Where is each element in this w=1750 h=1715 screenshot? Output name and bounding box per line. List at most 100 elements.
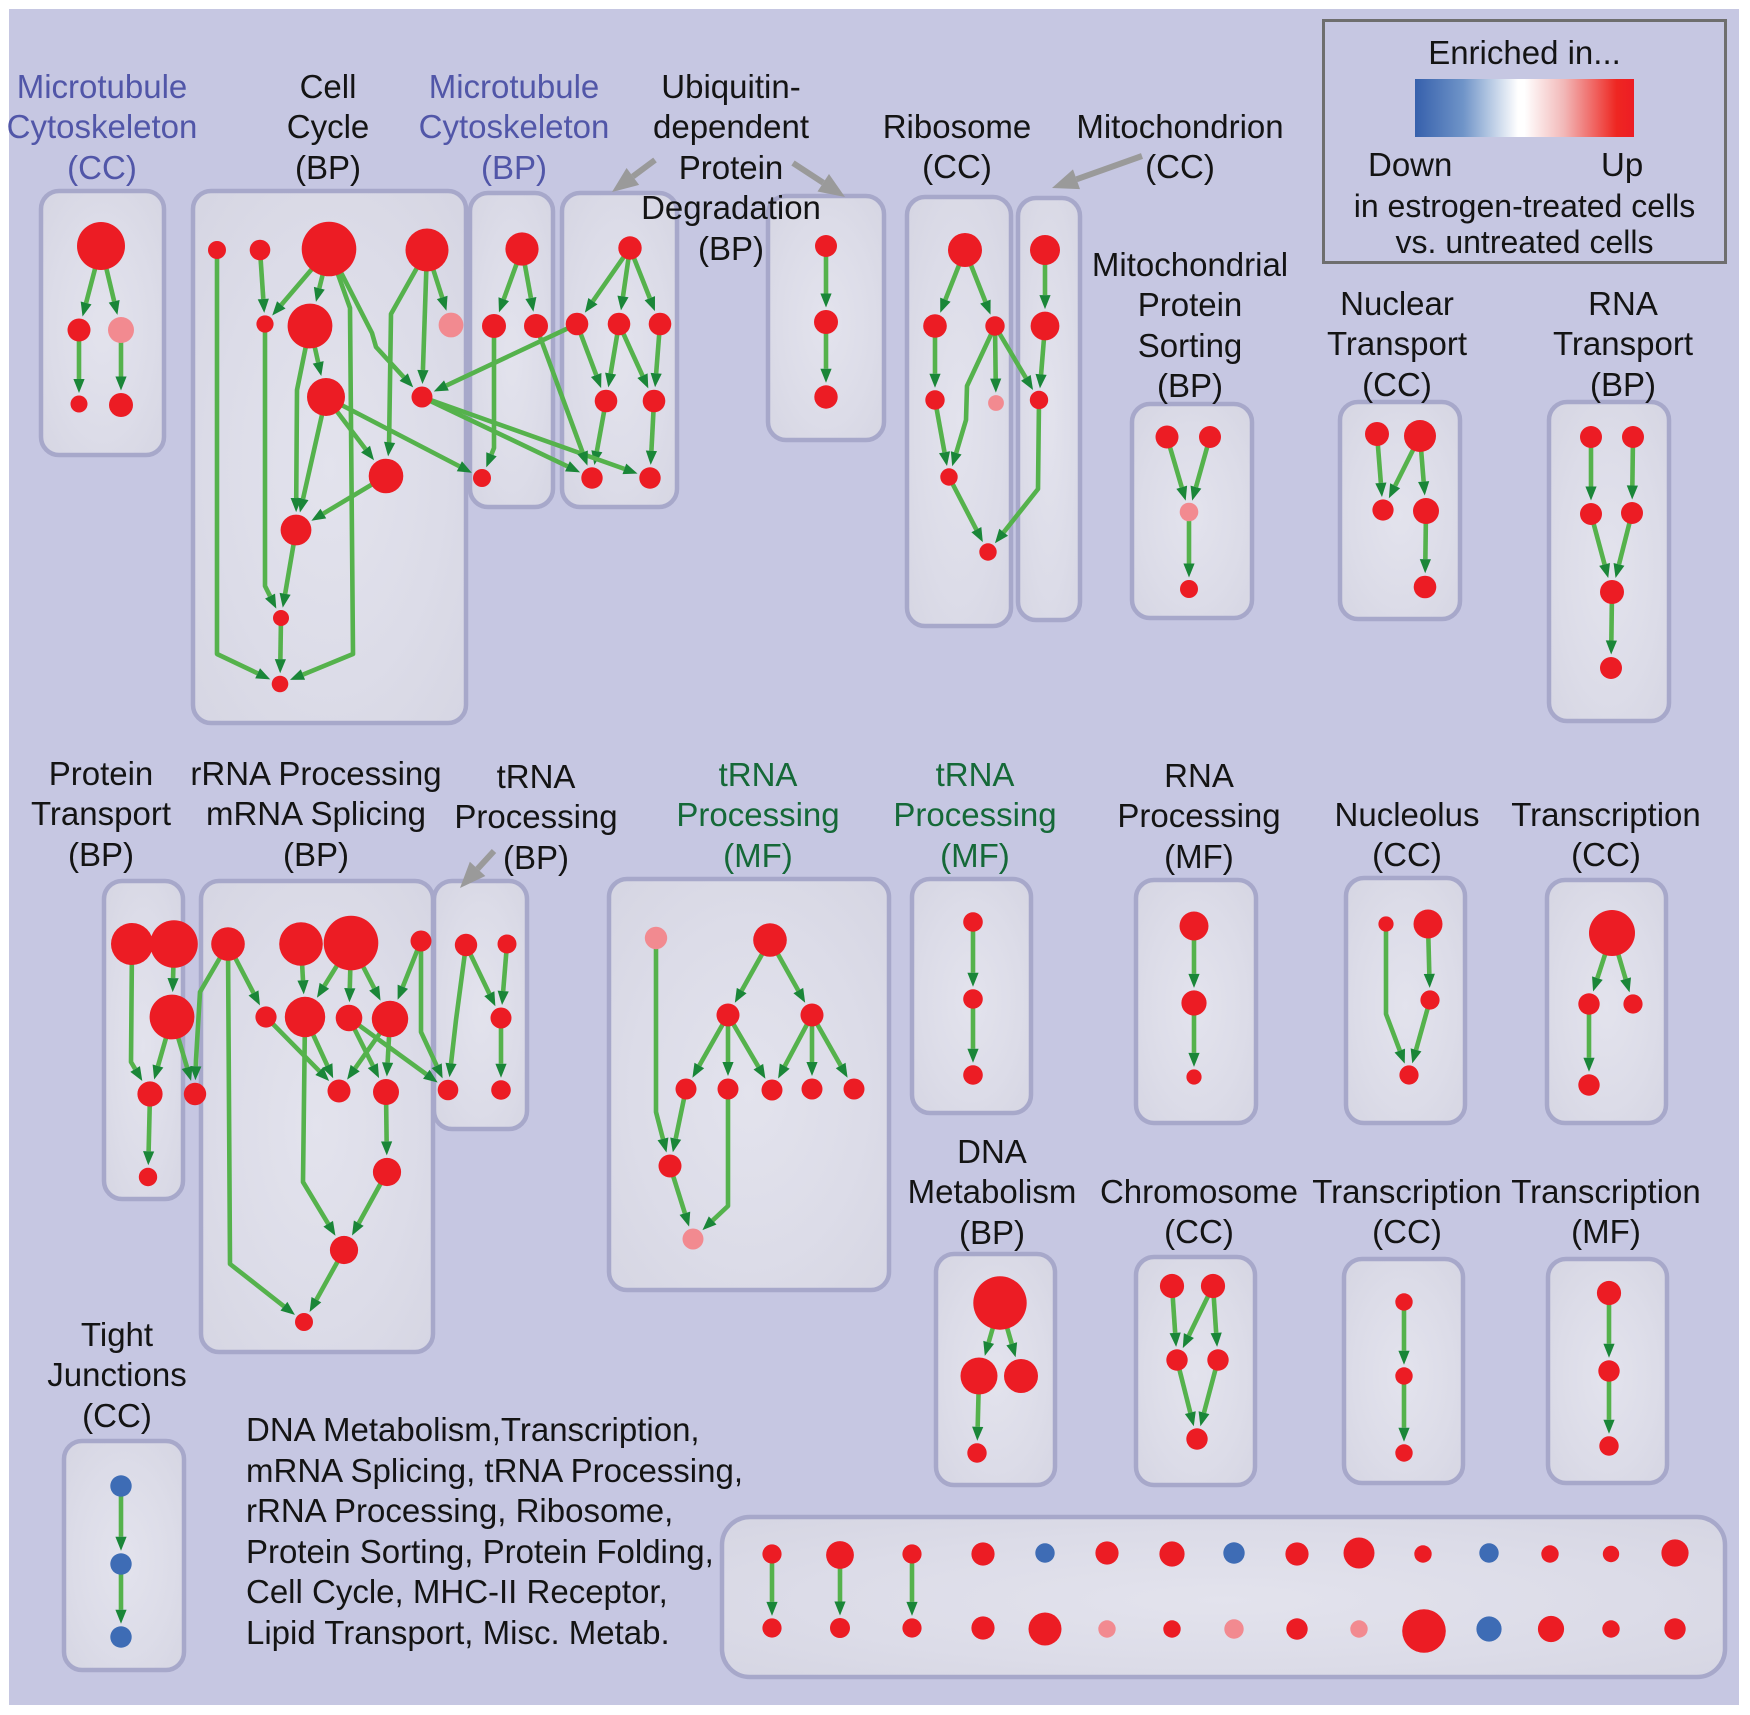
node-ub-top-red (618, 236, 642, 260)
node-mito-m1-red (1030, 235, 1060, 265)
edge-arrowhead-trb-b2-b3 (497, 990, 509, 1006)
node-wide-w15b-red (1664, 1618, 1686, 1640)
edge-arrowhead-rib-r2-r4 (929, 373, 941, 388)
edge-rib-r3-mito-m3 (993, 324, 1028, 380)
edge-arrowhead-mps-p2-p3 (1190, 485, 1202, 501)
edge-arrowhead-nt-n2-n4 (1418, 481, 1430, 496)
edge-arrowhead-trb-b3-b5 (495, 1063, 507, 1078)
node-wide-w11t-red (1414, 1545, 1432, 1563)
edge-arrowhead-rib-r1-r3 (980, 299, 991, 315)
edge-arrowhead-tube_cc-a1-a3 (108, 300, 120, 315)
edge-arrowhead-tm-k9-k10 (679, 1211, 691, 1227)
node-ch-h2-red (1200, 1273, 1226, 1299)
edge-arrowhead-nt-n2-n3 (1388, 483, 1401, 499)
node-wide-w12t-blue (1479, 1543, 1499, 1563)
edge-arrowhead-tm-k3-k6 (778, 1063, 790, 1079)
node-mps-p1-red (1155, 425, 1179, 449)
node-tj-j1-blue (110, 1475, 132, 1497)
edge-ub-ml-cell_cycle-cch (445, 321, 578, 388)
edge-arrowhead-cell_cycle-cch-ub-bl (565, 461, 581, 473)
edge-cell_cycle-cc1-cc11 (214, 250, 259, 676)
edge-arrowhead-cell_cycle-cc2-cc5 (257, 298, 269, 313)
group-label-mtbp: Microtubule Cytoskeleton (BP) (418, 67, 610, 186)
group-box-nt (1337, 399, 1463, 622)
node-tube_cc-a3-pink (108, 317, 134, 343)
edge-rr-r5-r9 (264, 1015, 321, 1073)
node-pt-p3-red (149, 994, 195, 1040)
legend-title: Enriched in... (1428, 34, 1621, 71)
edge-arrowhead-ub-mc-ll (605, 372, 617, 388)
node-wide-w13t-red (1541, 1545, 1559, 1563)
edge-arrowhead-mtbp-ml-bot (486, 452, 497, 468)
edge-arrowhead-ub-mr-lr (650, 372, 662, 388)
node-wide-w2t-red (826, 1541, 854, 1569)
edge-arrowhead-tube_cc-a1-a2 (80, 301, 92, 317)
edge-arrowhead-rt-t1-t3 (1585, 486, 1597, 501)
label-pointer-mito (1075, 153, 1144, 183)
node-wide-w5b-red (1028, 1612, 1062, 1646)
edge-nu-u1-u4 (1383, 924, 1402, 1052)
node-wide-w11b-red (1402, 1609, 1446, 1653)
group-label-nu: Nucleolus (CC) (1334, 795, 1480, 874)
edge-arrowhead-rr-r5-r9 (315, 1067, 330, 1082)
group-label-tj: Tight Junctions (CC) (47, 1315, 187, 1434)
node-rt-t4-red (1621, 502, 1643, 524)
node-nu-u2-red (1413, 909, 1443, 939)
edge-arrowhead-rr-r1-r5 (248, 990, 260, 1006)
edge-rr-r6-r12 (300, 1016, 331, 1225)
node-pt-p1-red (111, 923, 153, 965)
node-wide-w12b-blue (1476, 1616, 1502, 1642)
edge-arrowhead-rib-r4-r6 (938, 451, 951, 466)
node-rib-r1-red (948, 233, 982, 267)
edge-arrowhead-nt-n1-n3 (1375, 482, 1387, 497)
node-nt-n4-red (1413, 498, 1439, 524)
edge-arrowhead-cell_cycle-cc3-cch (399, 373, 414, 388)
node-mtbp-bot-red (473, 469, 491, 487)
node-wide-w4t-red (971, 1542, 995, 1566)
edge-mtbp-ml-bot (489, 326, 497, 456)
node-tm-k8-red (843, 1078, 865, 1100)
edge-arrowhead-rr-r8-r10 (382, 1062, 394, 1077)
legend-subtitle-2: vs. untreated cells (1395, 224, 1654, 260)
node-wide-w10t-red (1343, 1537, 1375, 1569)
edge-arrowhead-cell_cycle-cc1-cc11 (255, 668, 271, 680)
group-label-trb: tRNA Processing (BP) (454, 757, 618, 876)
legend-gradient-bar (1415, 79, 1634, 137)
edge-arrowhead-tm-k2-k6 (753, 1063, 766, 1079)
edge-arrowhead-ts-s2-s3 (967, 1048, 979, 1063)
node-rt-t2-red (1622, 426, 1644, 448)
node-tm-k7-red (801, 1078, 823, 1100)
node-tm-k5-red (717, 1078, 739, 1100)
node-rt-t6-red (1600, 657, 1622, 679)
group-box-ub-1 (559, 190, 680, 510)
edge-arrowhead-ub-lr-br (645, 450, 658, 465)
node-dm-d2-red (960, 1357, 998, 1395)
group-label-cell_cycle: Cell Cycle (BP) (286, 67, 370, 186)
group-label-tube_cc: Microtubule Cytoskeleton (CC) (6, 67, 198, 186)
node-tm-k0-pink (644, 926, 668, 950)
edge-arrowhead-cell_cycle-cc4-cc9 (384, 441, 396, 457)
node-ub-v2-red (814, 310, 838, 334)
node-wide-w1t-red (762, 1544, 782, 1564)
edge-arrowhead-tube_cc-a2-a4 (73, 379, 85, 393)
edge-arrowhead-rr-r6-r12 (323, 1220, 336, 1236)
edge-arrowhead-rr-r3-r7 (344, 988, 356, 1003)
node-wide-w4b-red (971, 1616, 995, 1640)
edge-arrowhead-pt-p2-p3 (167, 977, 179, 993)
edge-arrowhead-mito-m3-rib-r7 (994, 528, 1009, 544)
node-cell_cycle-cc8-red (280, 514, 312, 546)
node-pt-p6-red (138, 1167, 158, 1187)
edge-cell_cycle-cc7-mtbp-bot (324, 394, 461, 469)
node-t3-y3-red (1599, 1436, 1619, 1456)
edge-arrowhead-t3-y1-y2 (1603, 1343, 1615, 1358)
node-ts-s3-red (963, 1065, 983, 1085)
edge-arrowhead-tm-k0-k9 (657, 1137, 669, 1153)
edge-cell_cycle-cch-ub-br (421, 394, 626, 472)
group-label-pt: Protein Transport (BP) (31, 754, 171, 873)
edge-arrowhead-ub-v2-v3 (820, 368, 832, 383)
edge-arrowhead-tm-k3-k8 (835, 1062, 848, 1078)
node-trb-b1-red (454, 933, 478, 957)
node-mps-p4-red (1180, 580, 1198, 598)
node-tube_cc-a1-red (77, 222, 125, 270)
edge-arrowhead-tc-c2-c4 (1583, 1057, 1595, 1072)
